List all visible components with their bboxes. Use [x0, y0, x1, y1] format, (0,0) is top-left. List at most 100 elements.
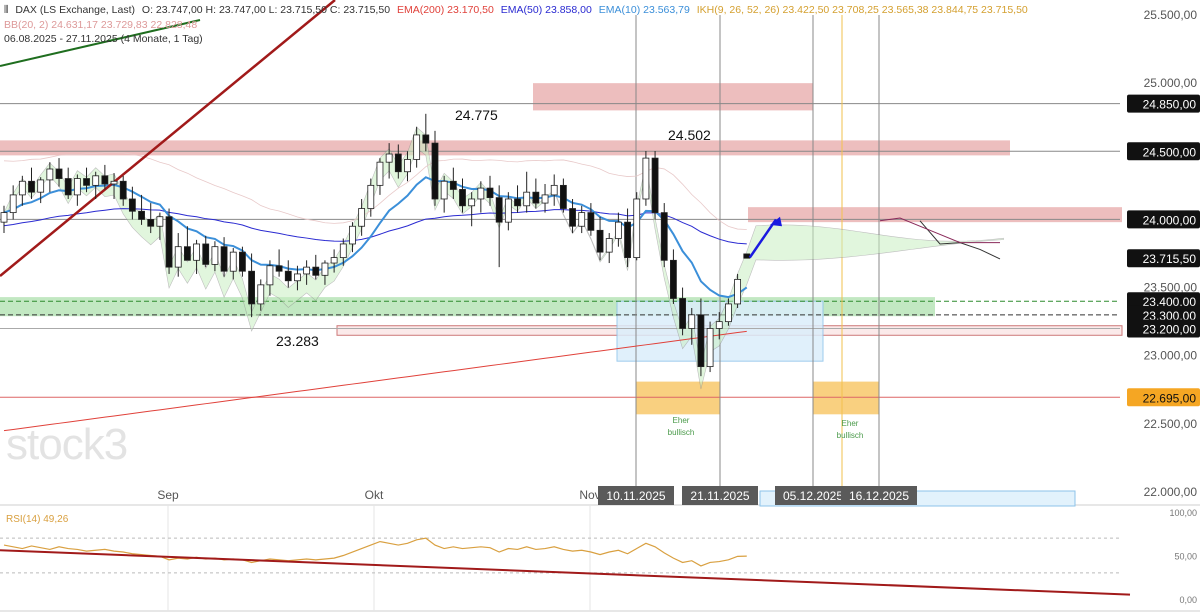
candle	[257, 279, 265, 311]
price-tag	[1127, 142, 1200, 161]
candle	[504, 192, 512, 231]
price-tag-label: 23.300,00	[1143, 309, 1197, 323]
resistance-zone-24500	[0, 140, 1010, 156]
price-tag	[1127, 319, 1200, 338]
date-tag-label: 21.11.2025	[690, 489, 749, 503]
candle	[73, 174, 81, 206]
candle	[284, 260, 292, 288]
signal-label: Eher	[673, 416, 690, 425]
price-tag-label: 24.000,00	[1143, 213, 1197, 227]
candle	[367, 178, 375, 217]
rsi-line	[3, 537, 747, 567]
candle	[688, 308, 696, 345]
candle	[321, 260, 329, 285]
date-tag	[598, 486, 674, 505]
candle-body	[633, 198, 641, 258]
candle-body	[156, 216, 164, 227]
candle	[624, 208, 631, 268]
candle	[394, 144, 402, 179]
candle	[660, 203, 668, 268]
x-axis-month-label: Okt	[365, 488, 384, 502]
ema50-legend[interactable]: EMA(50) 23.858,00	[500, 4, 592, 16]
price-tag-label: 22.695,00	[1143, 391, 1197, 405]
candle-body	[312, 266, 320, 276]
price-tag	[1127, 292, 1200, 311]
bb-legend[interactable]: BB(20, 2) 24.631,17 23.729,83 22.828,48	[4, 19, 198, 31]
candle-body	[734, 278, 741, 305]
price-tag-label: 23.400,00	[1143, 295, 1197, 309]
candle	[495, 185, 503, 268]
signal-box-2	[813, 381, 879, 415]
candle	[110, 173, 118, 199]
ema200-legend[interactable]: EMA(200) 23.170,50	[396, 4, 494, 16]
watermark: stock3	[6, 420, 128, 469]
candle-body	[706, 328, 714, 368]
ikh-legend[interactable]: IKH(9, 26, 52, 26) 23.422,50 23.708,25 2…	[696, 4, 1028, 16]
candle-body	[495, 197, 503, 223]
price-tag	[1127, 210, 1200, 229]
candle	[605, 233, 613, 264]
green-trend-line	[0, 19, 201, 67]
candle-body	[486, 187, 494, 199]
forecast-arrowhead	[770, 216, 782, 227]
candle-body	[587, 212, 595, 231]
y-axis-tick-label: 23.000,00	[1144, 349, 1198, 363]
candle	[550, 174, 558, 206]
candle-body	[174, 246, 182, 268]
candle	[211, 241, 219, 272]
candle	[101, 164, 109, 190]
candle-body	[358, 208, 366, 227]
date-tag-label: 05.12.2025	[783, 489, 843, 503]
candle	[642, 151, 650, 206]
candle-body	[422, 134, 430, 144]
candle-body	[64, 178, 72, 196]
candle	[248, 253, 255, 318]
candle	[725, 298, 732, 326]
candle	[193, 239, 200, 274]
candle	[0, 205, 8, 234]
candle	[541, 183, 549, 213]
candle	[486, 175, 494, 206]
candle	[92, 171, 100, 199]
price-tag-label: 24.850,00	[1143, 98, 1197, 112]
candle-body	[349, 225, 356, 245]
candle-body	[73, 178, 81, 196]
candle-body	[559, 184, 567, 209]
candle-body	[101, 175, 109, 185]
bollinger-upper	[3, 152, 747, 230]
candle-body	[459, 189, 466, 207]
ema10-legend[interactable]: EMA(10) 23.563,79	[598, 4, 690, 16]
candle	[119, 175, 127, 206]
candle	[358, 198, 366, 236]
signal-label: Eher	[842, 419, 859, 428]
candle	[431, 130, 439, 206]
candle-body	[605, 238, 613, 253]
candle-body	[413, 134, 421, 160]
price-tag	[1127, 94, 1200, 113]
forecast-arrow	[748, 218, 778, 259]
rsi-axis-label: 50,00	[1174, 552, 1197, 562]
date-tag	[841, 486, 917, 505]
candle	[413, 126, 421, 168]
candle-body	[119, 180, 127, 200]
candle	[339, 238, 347, 266]
candle	[128, 186, 136, 220]
candle-body	[651, 157, 659, 214]
candle	[743, 253, 751, 259]
candle-body	[660, 212, 668, 261]
candle-body	[541, 194, 549, 204]
ema200-line	[3, 330, 747, 432]
candle-body	[193, 243, 200, 261]
candle	[587, 203, 595, 236]
candle-body	[431, 142, 439, 200]
date-tag-label: 10.11.2025	[606, 489, 665, 503]
candle-body	[715, 321, 723, 329]
candle-body	[18, 180, 26, 196]
candle-body	[165, 216, 173, 268]
candle-body	[440, 180, 448, 200]
candle-body	[596, 229, 604, 253]
candle	[422, 113, 430, 152]
candle-body	[55, 168, 63, 179]
candle-body	[367, 184, 375, 209]
